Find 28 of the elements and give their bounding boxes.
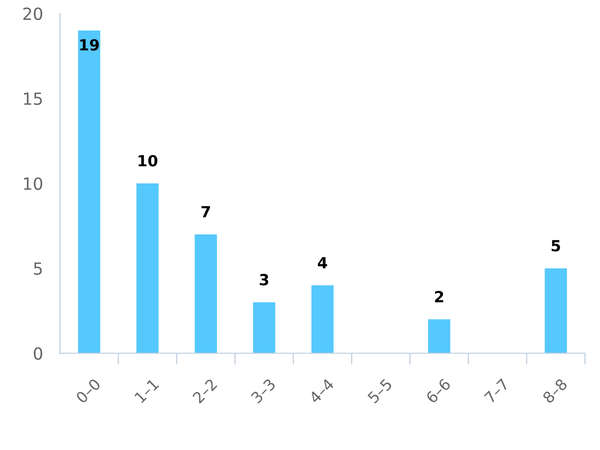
bar (544, 268, 567, 354)
x-tick-label: 1–1 (134, 378, 160, 404)
x-tick-label: 2–2 (192, 378, 218, 404)
bar (194, 234, 217, 354)
data-label: 2 (435, 290, 444, 302)
data-label: 5 (552, 240, 560, 252)
y-tick-label: 5 (34, 262, 42, 275)
data-label: 7 (202, 206, 210, 218)
y-tick-label: 15 (24, 92, 42, 106)
x-tick-label: 5–5 (367, 378, 393, 404)
x-tick-label: 3–3 (250, 378, 276, 404)
x-tick-label: 7–7 (484, 378, 510, 404)
y-tick-label: 0 (34, 347, 42, 360)
data-label: 19 (80, 39, 99, 51)
y-tick-label: 10 (24, 177, 42, 190)
data-label: 10 (138, 154, 158, 167)
x-tick-label: 8–8 (542, 378, 568, 404)
bar (253, 302, 276, 354)
data-label: 4 (318, 257, 328, 268)
x-tick-label: 4–4 (308, 378, 334, 404)
bar (136, 183, 159, 354)
y-tick-label: 20 (23, 7, 42, 20)
bar (78, 30, 100, 354)
data-label: 3 (260, 274, 268, 286)
bar (311, 285, 334, 354)
x-tick-label: 0–0 (75, 378, 102, 404)
bar (428, 319, 450, 354)
x-tick-label: 6–6 (425, 378, 452, 404)
